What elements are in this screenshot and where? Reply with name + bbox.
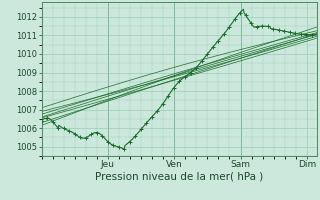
X-axis label: Pression niveau de la mer( hPa ): Pression niveau de la mer( hPa )	[95, 172, 263, 182]
